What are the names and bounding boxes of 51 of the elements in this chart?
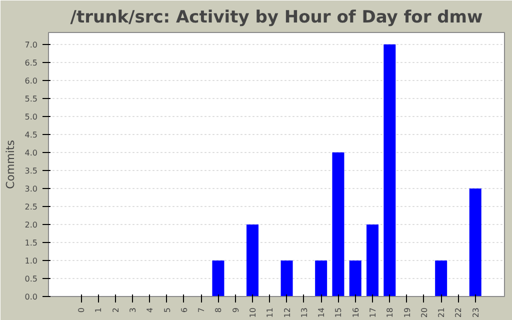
x-tick-label: 8 bbox=[214, 307, 224, 313]
y-tick-label: 3.5 bbox=[24, 166, 38, 176]
x-tick-label: 21 bbox=[437, 307, 446, 318]
y-tick-label: 7.0 bbox=[24, 40, 38, 50]
x-tick-label: 14 bbox=[317, 307, 326, 318]
x-tick-label: 3 bbox=[128, 307, 138, 313]
x-tick-label: 19 bbox=[402, 307, 412, 318]
chart-title: /trunk/src: Activity by Hour of Day for dmw bbox=[70, 8, 484, 28]
bar bbox=[315, 260, 328, 296]
y-tick-label: 4.0 bbox=[24, 148, 38, 158]
y-tick-label: 1.5 bbox=[24, 238, 38, 248]
y-tick-label: 0.0 bbox=[24, 292, 38, 302]
y-tick-label: 5.5 bbox=[24, 94, 38, 104]
x-tick-label: 17 bbox=[368, 307, 378, 318]
bar bbox=[349, 260, 362, 296]
x-tick-label: 16 bbox=[351, 307, 360, 318]
bar bbox=[332, 152, 344, 296]
y-tick-label: 3.0 bbox=[24, 184, 38, 194]
y-tick-label: 1.0 bbox=[24, 256, 38, 266]
x-tick-label: 18 bbox=[386, 307, 395, 318]
bar bbox=[280, 260, 293, 296]
x-tick-label: 20 bbox=[420, 307, 429, 318]
x-tick-label: 1 bbox=[94, 307, 104, 313]
y-tick-label: 5.0 bbox=[24, 112, 38, 122]
y-tick-label: 2.0 bbox=[24, 220, 38, 230]
x-tick-label: 2 bbox=[111, 307, 120, 313]
x-tick-label: 12 bbox=[282, 307, 292, 318]
bar bbox=[366, 224, 378, 296]
y-tick-label: 4.5 bbox=[24, 130, 38, 140]
bar bbox=[212, 260, 224, 296]
x-tick-label: 0 bbox=[77, 307, 86, 313]
y-tick-label: 6.0 bbox=[24, 76, 38, 86]
x-tick-label: 9 bbox=[231, 307, 240, 313]
bar bbox=[469, 188, 482, 296]
y-tick-label: 6.5 bbox=[24, 58, 38, 68]
x-tick-label: 11 bbox=[266, 307, 275, 318]
y-axis-title: Commits bbox=[4, 140, 17, 189]
x-tick-label: 10 bbox=[248, 307, 258, 318]
x-tick-label: 23 bbox=[471, 307, 480, 318]
x-tick-label: 15 bbox=[334, 307, 344, 318]
y-tick-label: 0.5 bbox=[24, 274, 38, 284]
bar bbox=[435, 260, 448, 296]
x-tick-label: 4 bbox=[146, 307, 155, 313]
x-tick-label: 6 bbox=[180, 307, 189, 313]
x-tick-label: 13 bbox=[300, 307, 309, 318]
x-tick-label: 22 bbox=[454, 307, 464, 318]
bar bbox=[246, 224, 258, 296]
x-tick-label: 7 bbox=[197, 307, 206, 313]
x-tick-label: 5 bbox=[162, 307, 172, 313]
y-tick-label: 2.5 bbox=[24, 202, 38, 212]
bar bbox=[384, 44, 396, 296]
